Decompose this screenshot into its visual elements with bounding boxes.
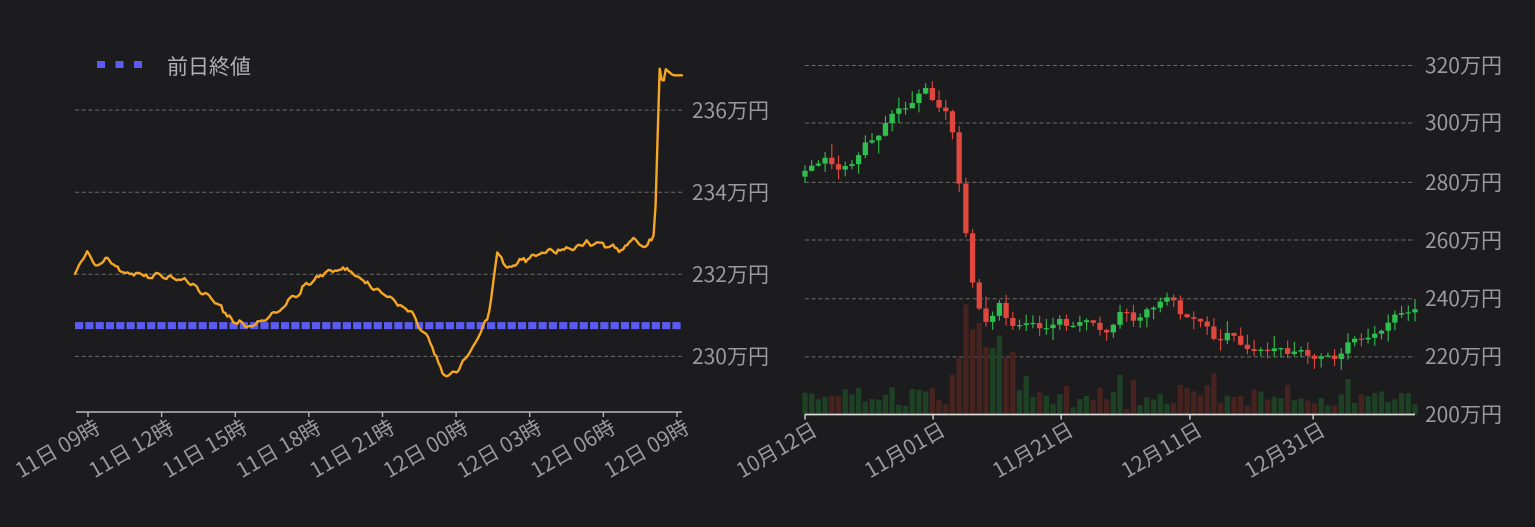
svg-text:230万円: 230万円 bbox=[692, 341, 769, 371]
svg-text:236万円: 236万円 bbox=[692, 95, 769, 125]
svg-text:280万円: 280万円 bbox=[1425, 167, 1502, 197]
svg-text:260万円: 260万円 bbox=[1425, 225, 1502, 255]
svg-text:234万円: 234万円 bbox=[692, 177, 769, 207]
svg-text:320万円: 320万円 bbox=[1425, 50, 1502, 80]
svg-text:220万円: 220万円 bbox=[1425, 341, 1502, 371]
svg-text:240万円: 240万円 bbox=[1425, 283, 1502, 313]
svg-text:300万円: 300万円 bbox=[1425, 107, 1502, 137]
svg-text:232万円: 232万円 bbox=[692, 259, 769, 289]
svg-text:前日終値: 前日終値 bbox=[167, 51, 251, 81]
svg-text:200万円: 200万円 bbox=[1425, 399, 1502, 429]
